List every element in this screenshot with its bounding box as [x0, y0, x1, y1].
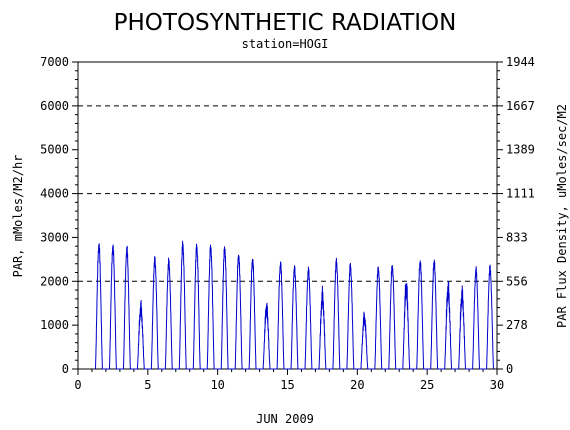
right-tick-label: 278 — [506, 318, 528, 332]
left-tick-label: 6000 — [40, 99, 69, 113]
x-axis: 0 5 10 15 20 25 30 — [74, 369, 504, 392]
x-axis-label: JUN 2009 — [256, 412, 314, 426]
left-tick-label: 3000 — [40, 230, 69, 244]
par-series-line — [95, 240, 494, 370]
x-tick-label: 10 — [210, 378, 224, 392]
right-tick-label: 833 — [506, 230, 528, 244]
x-tick-label: 5 — [144, 378, 151, 392]
left-tick-label: 2000 — [40, 274, 69, 288]
y-axis-label-right: PAR Flux Density, uMoles/sec/M2 — [555, 104, 569, 328]
chart-subtitle: station=HOGI — [242, 37, 329, 51]
dashed-gridlines — [78, 105, 497, 282]
left-tick-label: 5000 — [40, 143, 69, 157]
left-tick-label: 0 — [62, 362, 69, 376]
right-tick-label: 1667 — [506, 99, 535, 113]
right-tick-label: 1944 — [506, 55, 535, 69]
x-tick-label: 30 — [490, 378, 504, 392]
right-tick-label: 1389 — [506, 143, 535, 157]
right-tick-label: 1111 — [506, 187, 535, 201]
left-axis: 0 1000 2000 3000 4000 5000 6000 7000 — [40, 55, 78, 376]
x-tick-label: 25 — [420, 378, 434, 392]
left-tick-label: 4000 — [40, 187, 69, 201]
x-tick-label: 20 — [350, 378, 364, 392]
right-tick-label: 0 — [506, 362, 513, 376]
y-axis-label-left: PAR, mMoles/M2/hr — [11, 155, 25, 278]
x-tick-label: 15 — [280, 378, 294, 392]
x-tick-label: 0 — [74, 378, 81, 392]
left-tick-label: 7000 — [40, 55, 69, 69]
right-tick-label: 556 — [506, 274, 528, 288]
left-tick-label: 1000 — [40, 318, 69, 332]
chart-title: PHOTOSYNTHETIC RADIATION — [114, 10, 457, 36]
plot-frame — [77, 61, 498, 370]
right-axis: 0 278 556 833 1111 1389 1667 1944 — [497, 55, 535, 376]
